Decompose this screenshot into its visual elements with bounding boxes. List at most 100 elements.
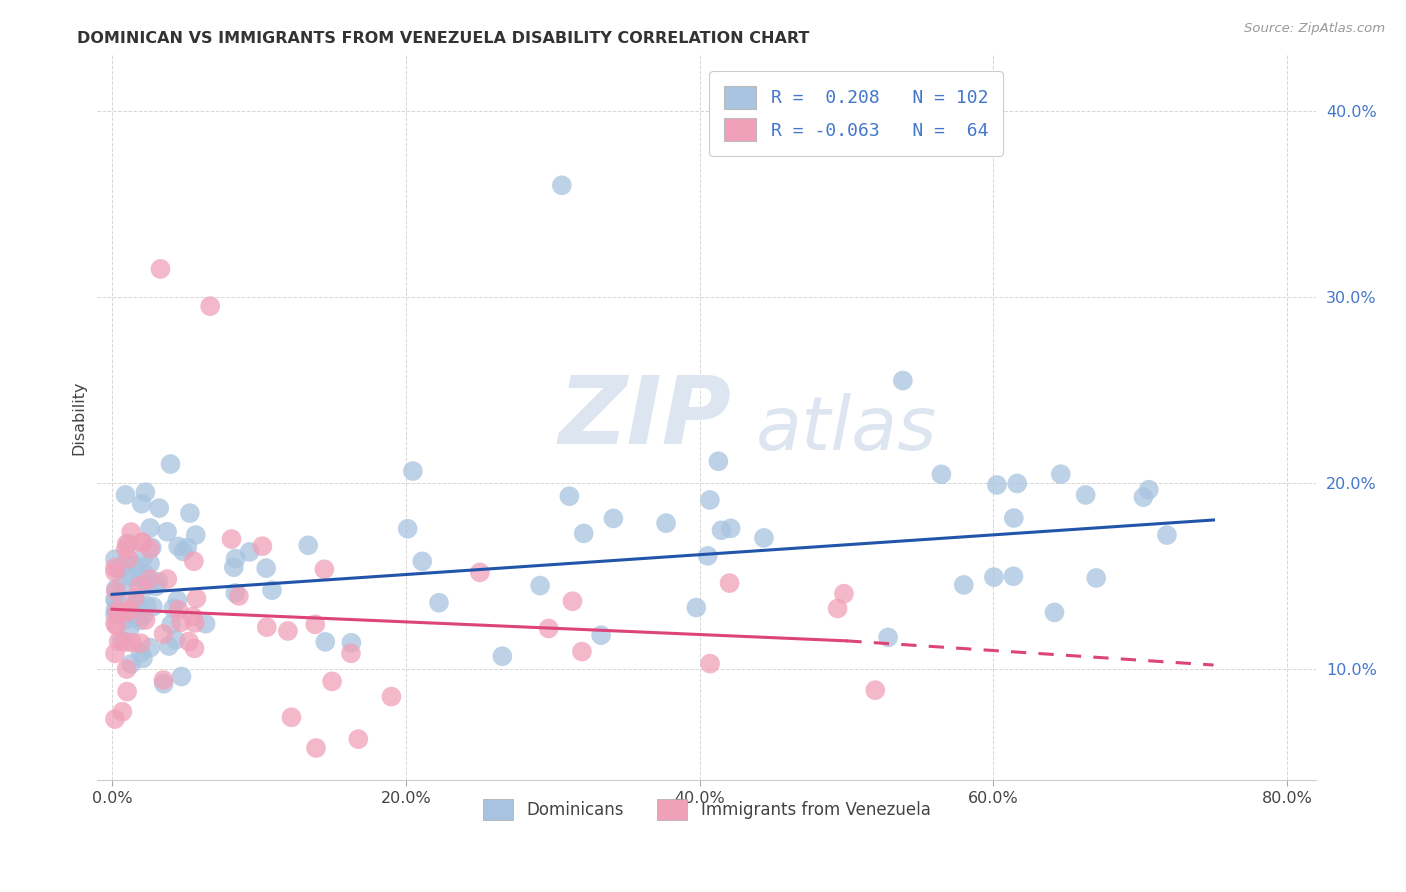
Point [179, 506, 201, 520]
Point [128, 614, 150, 628]
Point [167, 540, 190, 554]
Text: ZIP: ZIP [558, 372, 731, 464]
Point [114, 488, 136, 502]
Point [139, 521, 162, 535]
Point [1049, 467, 1071, 482]
Point [572, 526, 595, 541]
Point [170, 615, 193, 630]
Point [105, 606, 128, 620]
Point [114, 635, 136, 649]
Point [314, 562, 336, 576]
Point [184, 528, 207, 542]
Point [699, 492, 721, 507]
Point [561, 594, 583, 608]
Point [120, 525, 142, 540]
Point [181, 609, 204, 624]
Point [718, 576, 741, 591]
Point [340, 646, 363, 660]
Point [104, 582, 127, 596]
Text: DOMINICAN VS IMMIGRANTS FROM VENEZUELA DISABILITY CORRELATION CHART: DOMINICAN VS IMMIGRANTS FROM VENEZUELA D… [77, 31, 810, 46]
Point [157, 639, 180, 653]
Point [1002, 569, 1025, 583]
Point [104, 616, 127, 631]
Point [156, 572, 179, 586]
Point [891, 374, 914, 388]
Point [121, 635, 143, 649]
Point [104, 552, 127, 566]
Point [104, 647, 127, 661]
Point [228, 589, 250, 603]
Point [120, 570, 142, 584]
Point [132, 608, 155, 623]
Point [111, 705, 134, 719]
Point [104, 607, 127, 622]
Point [145, 580, 167, 594]
Text: atlas: atlas [755, 392, 936, 465]
Point [162, 601, 184, 615]
Point [194, 616, 217, 631]
Point [117, 552, 139, 566]
Point [1074, 488, 1097, 502]
Point [107, 634, 129, 648]
Point [260, 583, 283, 598]
Point [685, 600, 707, 615]
Point [136, 576, 159, 591]
Point [1156, 528, 1178, 542]
Point [152, 673, 174, 687]
Point [104, 712, 127, 726]
Point [314, 635, 336, 649]
Point [183, 554, 205, 568]
Point [224, 586, 246, 600]
Point [491, 649, 513, 664]
Point [125, 594, 148, 608]
Point [931, 467, 953, 482]
Point [115, 537, 138, 551]
Point [104, 602, 127, 616]
Point [129, 572, 152, 586]
Point [129, 646, 152, 660]
Point [142, 599, 165, 614]
Point [115, 684, 138, 698]
Point [131, 535, 153, 549]
Point [128, 579, 150, 593]
Point [132, 651, 155, 665]
Point [166, 593, 188, 607]
Point [124, 558, 146, 572]
Point [1132, 490, 1154, 504]
Point [125, 610, 148, 624]
Point [170, 669, 193, 683]
Point [752, 531, 775, 545]
Point [136, 579, 159, 593]
Text: Source: ZipAtlas.com: Source: ZipAtlas.com [1244, 22, 1385, 36]
Point [551, 178, 574, 193]
Point [1002, 511, 1025, 525]
Point [120, 657, 142, 671]
Point [411, 554, 433, 568]
Point [105, 619, 128, 633]
Point [198, 299, 221, 313]
Point [134, 566, 156, 581]
Point [277, 624, 299, 638]
Point [135, 599, 157, 613]
Point [347, 732, 370, 747]
Point [159, 457, 181, 471]
Point [131, 497, 153, 511]
Point [254, 561, 277, 575]
Point [104, 560, 127, 574]
Point [107, 602, 129, 616]
Point [129, 636, 152, 650]
Point [167, 602, 190, 616]
Point [877, 631, 900, 645]
Point [176, 541, 198, 555]
Point [111, 633, 134, 648]
Point [132, 550, 155, 565]
Point [117, 612, 139, 626]
Point [986, 478, 1008, 492]
Point [177, 634, 200, 648]
Point [114, 542, 136, 557]
Point [112, 576, 135, 591]
Point [602, 511, 624, 525]
Point [380, 690, 402, 704]
Point [340, 636, 363, 650]
Point [160, 617, 183, 632]
